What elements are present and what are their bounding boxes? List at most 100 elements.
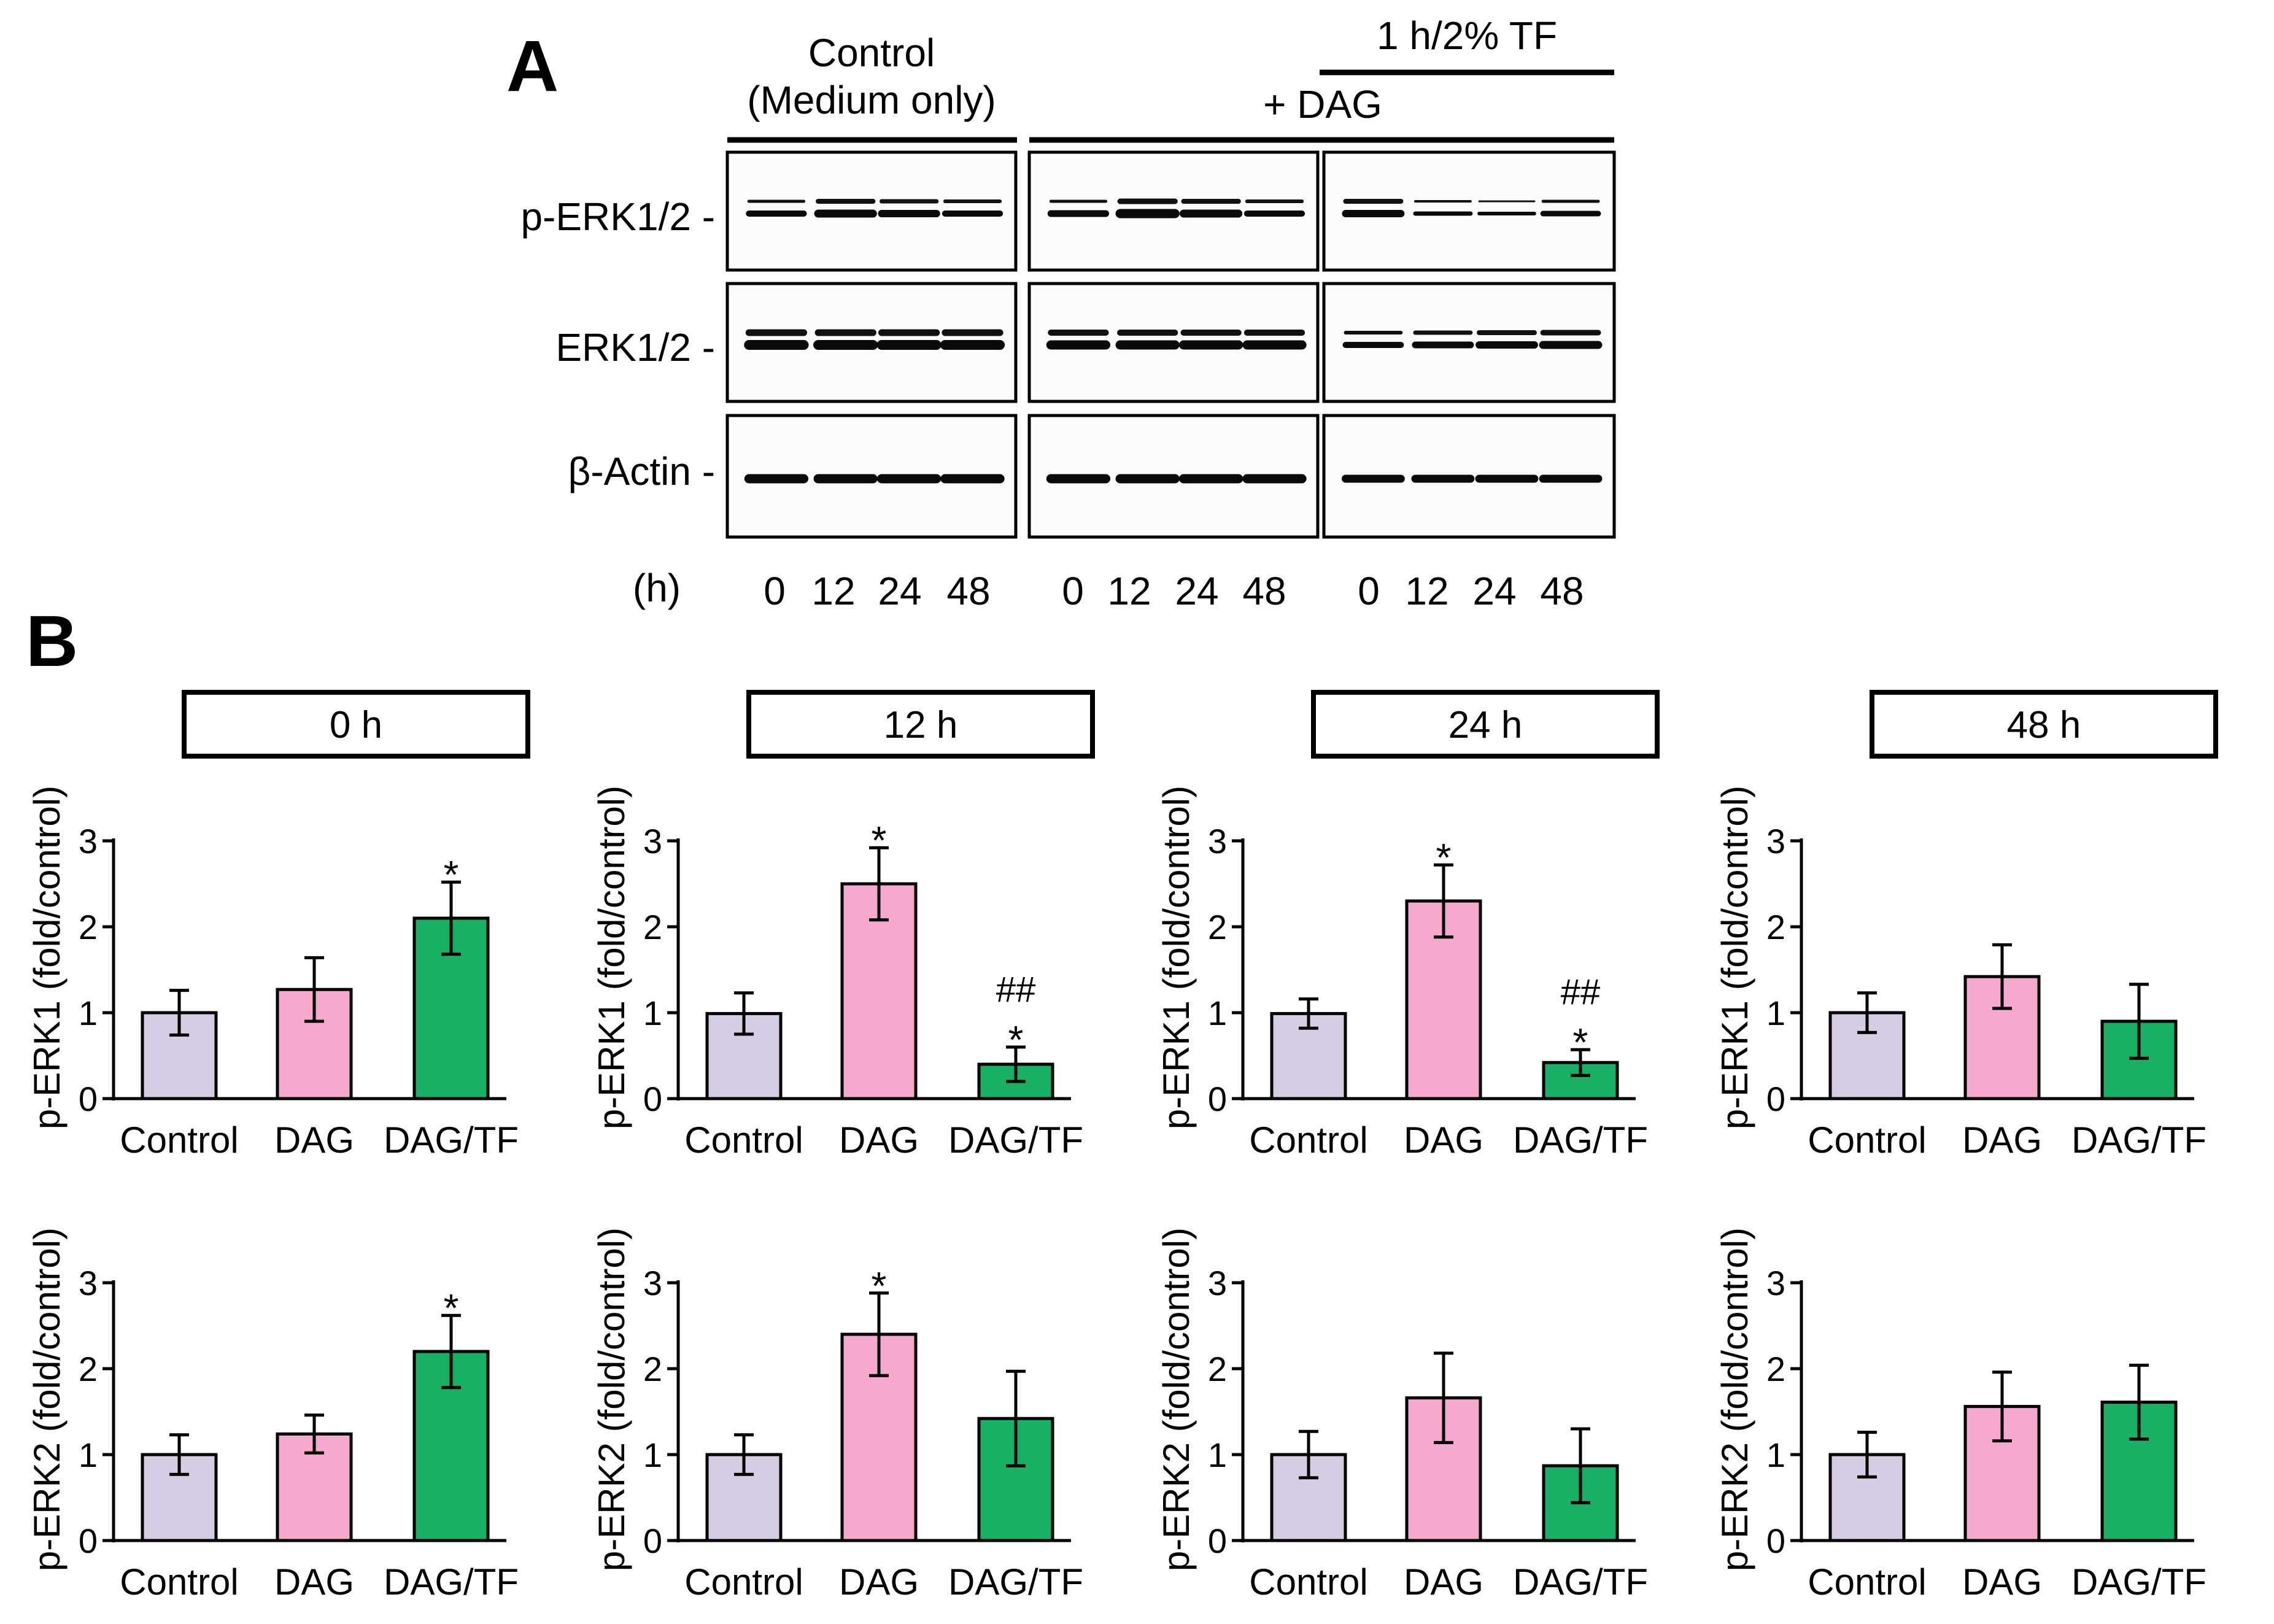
time-label: 0 <box>1062 569 1084 613</box>
x-tick-label: DAG/TF <box>948 1561 1083 1603</box>
time-label: 24 <box>1175 569 1218 613</box>
bar-charts: 0 h p-ERK1 (fold/control) 0 1 2 3 Control DAG DA… <box>26 690 2218 1603</box>
y-tick-label: 0 <box>1766 1522 1785 1560</box>
time-label: 48 <box>946 569 990 613</box>
y-tick-label: 0 <box>1208 1522 1227 1560</box>
significance-asterisk: * <box>1573 1020 1588 1064</box>
row-label-actin: β-Actin - <box>568 449 716 493</box>
x-tick-label: Control <box>120 1119 238 1161</box>
panel-b-label: B <box>26 601 78 682</box>
y-tick-label: 0 <box>79 1080 98 1118</box>
y-tick-label: 2 <box>79 908 98 946</box>
chart-p-erk1-1: 0 h p-ERK1 (fold/control) 0 1 2 3 Control DAG DA… <box>26 690 530 1161</box>
chart-title: 0 h <box>330 704 382 746</box>
x-tick-label: DAG/TF <box>948 1119 1083 1161</box>
y-tick-label: 3 <box>1766 822 1785 860</box>
time-label: 24 <box>878 569 921 613</box>
x-tick-label: DAG/TF <box>1513 1119 1648 1161</box>
x-tick-label: Control <box>1249 1119 1367 1161</box>
time-label: 48 <box>1242 569 1286 613</box>
y-tick-label: 3 <box>79 1264 98 1302</box>
y-tick-label: 2 <box>1766 908 1785 946</box>
bar-dag-tf <box>977 1417 1054 1542</box>
chart-p-erk2-4: p-ERK2 (fold/control) 0 1 2 3 Control DAG DAG/T… <box>1714 1228 2206 1603</box>
y-tick-label: 3 <box>1766 1264 1785 1302</box>
time-unit-label: (h) <box>633 566 681 610</box>
y-axis-label: p-ERK2 (fold/control) <box>26 1228 68 1571</box>
y-tick-label: 2 <box>1208 908 1227 946</box>
y-tick-label: 2 <box>643 908 662 946</box>
y-tick-label: 3 <box>1208 1264 1227 1302</box>
time-label: 0 <box>764 569 786 613</box>
y-tick-label: 3 <box>643 822 662 860</box>
significance-asterisk: * <box>444 853 459 897</box>
y-axis-label: p-ERK1 (fold/control) <box>591 786 632 1129</box>
significance-asterisk: * <box>444 1286 459 1330</box>
significance-hash: ## <box>996 970 1036 1010</box>
y-tick-label: 0 <box>1766 1080 1785 1118</box>
y-axis-label: p-ERK2 (fold/control) <box>1156 1228 1197 1571</box>
y-tick-label: 3 <box>79 822 98 860</box>
row-label-erk: ERK1/2 - <box>555 325 715 369</box>
x-tick-label: DAG <box>274 1119 354 1161</box>
y-tick-label: 3 <box>1208 822 1227 860</box>
x-tick-label: DAG/TF <box>2071 1561 2206 1603</box>
time-label: 12 <box>811 569 855 613</box>
time-label: 0 <box>1358 569 1380 613</box>
y-tick-label: 3 <box>643 1264 662 1302</box>
panel-a-label: A <box>506 26 559 107</box>
chart-title-box <box>182 690 530 759</box>
x-tick-label: Control <box>1249 1561 1367 1603</box>
x-tick-label: DAG/TF <box>2071 1119 2206 1161</box>
chart-title: 24 h <box>1448 704 1523 746</box>
x-tick-label: DAG <box>839 1119 919 1161</box>
y-tick-label: 0 <box>1208 1080 1227 1118</box>
y-tick-label: 1 <box>643 1436 662 1474</box>
significance-asterisk: * <box>1436 835 1452 880</box>
header-tf-label: 1 h/2% TF <box>1377 14 1557 58</box>
y-tick-label: 1 <box>1766 1436 1785 1474</box>
chart-title: 12 h <box>884 704 958 746</box>
x-tick-label: Control <box>684 1561 803 1603</box>
chart-p-erk1-3: 24 h p-ERK1 (fold/control) 0 1 2 3 Control DAG *… <box>1156 690 1660 1161</box>
y-axis-label: p-ERK1 (fold/control) <box>1714 786 1755 1129</box>
x-tick-label: DAG <box>1404 1119 1483 1161</box>
chart-p-erk1-4: 48 h p-ERK1 (fold/control) 0 1 2 3 Control DAG D… <box>1714 690 2218 1161</box>
time-label: 24 <box>1472 569 1516 613</box>
x-tick-label: DAG <box>274 1561 354 1603</box>
x-tick-label: Control <box>1808 1561 1926 1603</box>
y-tick-label: 0 <box>643 1080 662 1118</box>
significance-asterisk: * <box>1008 1018 1024 1062</box>
chart-title-box <box>1870 690 2218 759</box>
x-tick-label: Control <box>120 1561 238 1603</box>
x-tick-label: Control <box>684 1119 803 1161</box>
time-label: 12 <box>1405 569 1448 613</box>
chart-title-box <box>746 690 1095 759</box>
significance-asterisk: * <box>872 818 887 862</box>
x-tick-label: DAG/TF <box>1513 1561 1648 1603</box>
time-labels: 0 12 24 48 0 12 24 48 0 12 24 48 <box>764 569 1584 613</box>
y-axis-label: p-ERK2 (fold/control) <box>1714 1228 1755 1571</box>
y-tick-label: 1 <box>643 994 662 1032</box>
chart-p-erk2-3: p-ERK2 (fold/control) 0 1 2 3 Control DAG DAG/T… <box>1156 1228 1648 1603</box>
significance-asterisk: * <box>872 1264 887 1308</box>
chart-p-erk2-1: p-ERK2 (fold/control) 0 1 2 3 Control DAG DAG/T… <box>26 1228 519 1603</box>
y-tick-label: 2 <box>79 1350 98 1388</box>
chart-title-box <box>1311 690 1660 759</box>
chart-p-erk2-2: p-ERK2 (fold/control) 0 1 2 3 Control DAG * DAG/… <box>591 1228 1083 1603</box>
y-tick-label: 1 <box>1766 994 1785 1032</box>
x-tick-label: DAG <box>1404 1561 1483 1603</box>
header-control-line2: (Medium only) <box>747 78 996 122</box>
row-label-p-erk: p-ERK1/2 - <box>520 195 715 239</box>
x-tick-label: Control <box>1808 1119 1926 1161</box>
header-dag-label: + DAG <box>1263 82 1382 126</box>
y-axis-label: p-ERK2 (fold/control) <box>591 1228 632 1571</box>
y-tick-label: 2 <box>1208 1350 1227 1388</box>
significance-hash: ## <box>1561 972 1601 1012</box>
y-tick-label: 1 <box>79 1436 98 1474</box>
header-control-line1: Control <box>808 31 935 75</box>
x-tick-label: DAG/TF <box>384 1561 519 1603</box>
chart-p-erk1-2: 12 h p-ERK1 (fold/control) 0 1 2 3 Control DAG *… <box>591 690 1095 1161</box>
y-tick-label: 2 <box>643 1350 662 1388</box>
